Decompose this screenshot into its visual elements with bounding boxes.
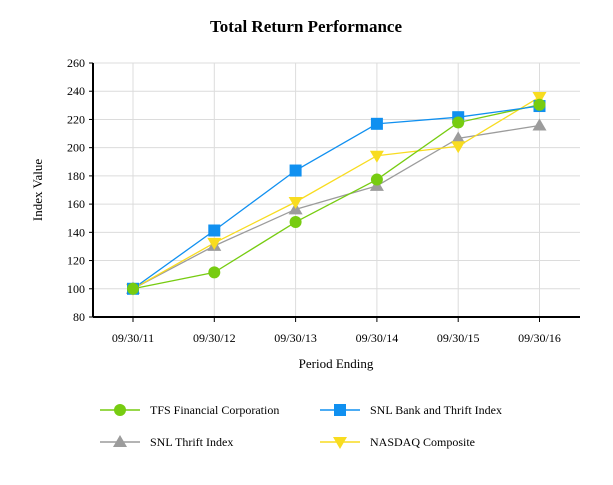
legend-item: SNL Bank and Thrift Index bbox=[320, 403, 502, 417]
x-tick-label: 09/30/15 bbox=[437, 331, 480, 345]
legend-item: NASDAQ Composite bbox=[320, 435, 475, 449]
y-tick-label: 80 bbox=[73, 310, 85, 324]
data-point bbox=[370, 173, 383, 186]
data-point bbox=[207, 237, 222, 250]
data-point bbox=[288, 196, 303, 209]
y-axis-label: Index Value bbox=[30, 159, 45, 221]
x-tick-label: 09/30/14 bbox=[356, 331, 399, 345]
data-point bbox=[370, 117, 383, 130]
y-tick-label: 160 bbox=[67, 197, 85, 211]
x-tick-label: 09/30/13 bbox=[274, 331, 317, 345]
y-tick-label: 200 bbox=[67, 141, 85, 155]
legend-label: NASDAQ Composite bbox=[370, 435, 475, 449]
series-line bbox=[132, 104, 540, 290]
data-point bbox=[451, 141, 466, 154]
series-line bbox=[132, 105, 540, 290]
legend-item: SNL Thrift Index bbox=[100, 435, 233, 449]
data-point bbox=[452, 116, 465, 129]
data-point bbox=[532, 92, 547, 105]
circle-marker-icon bbox=[114, 404, 126, 416]
x-tick-label: 09/30/11 bbox=[112, 331, 154, 345]
square-marker-icon bbox=[334, 404, 346, 416]
series-line bbox=[132, 124, 540, 290]
data-point bbox=[532, 118, 547, 131]
data-point bbox=[289, 164, 302, 177]
chart-title: Total Return Performance bbox=[210, 17, 402, 36]
y-tick-label: 220 bbox=[67, 112, 85, 126]
data-point bbox=[451, 131, 466, 144]
legend-item: TFS Financial Corporation bbox=[100, 403, 279, 417]
triangle-up-marker-icon bbox=[113, 435, 127, 447]
y-tick-label: 140 bbox=[67, 225, 85, 239]
y-tick-label: 240 bbox=[67, 84, 85, 98]
y-tick-label: 180 bbox=[67, 169, 85, 183]
y-tick-label: 100 bbox=[67, 282, 85, 296]
data-point bbox=[208, 266, 221, 279]
x-tick-label: 09/30/12 bbox=[193, 331, 236, 345]
data-point bbox=[127, 282, 139, 295]
series-3 bbox=[132, 96, 540, 290]
series-line bbox=[132, 96, 540, 290]
triangle-down-marker-icon bbox=[333, 437, 347, 449]
data-point bbox=[289, 216, 302, 229]
y-tick-label: 260 bbox=[67, 56, 85, 70]
y-tick-label: 120 bbox=[67, 254, 85, 268]
legend-label: TFS Financial Corporation bbox=[150, 403, 279, 417]
series-1 bbox=[132, 105, 540, 290]
data-point bbox=[208, 224, 221, 237]
x-axis-label: Period Ending bbox=[299, 356, 374, 371]
legend-label: SNL Bank and Thrift Index bbox=[370, 403, 502, 417]
data-point bbox=[369, 150, 384, 163]
legend-label: SNL Thrift Index bbox=[150, 435, 233, 449]
series-0 bbox=[132, 104, 540, 290]
x-tick-label: 09/30/16 bbox=[518, 331, 561, 345]
data-point bbox=[533, 98, 546, 111]
series-2 bbox=[132, 124, 540, 290]
